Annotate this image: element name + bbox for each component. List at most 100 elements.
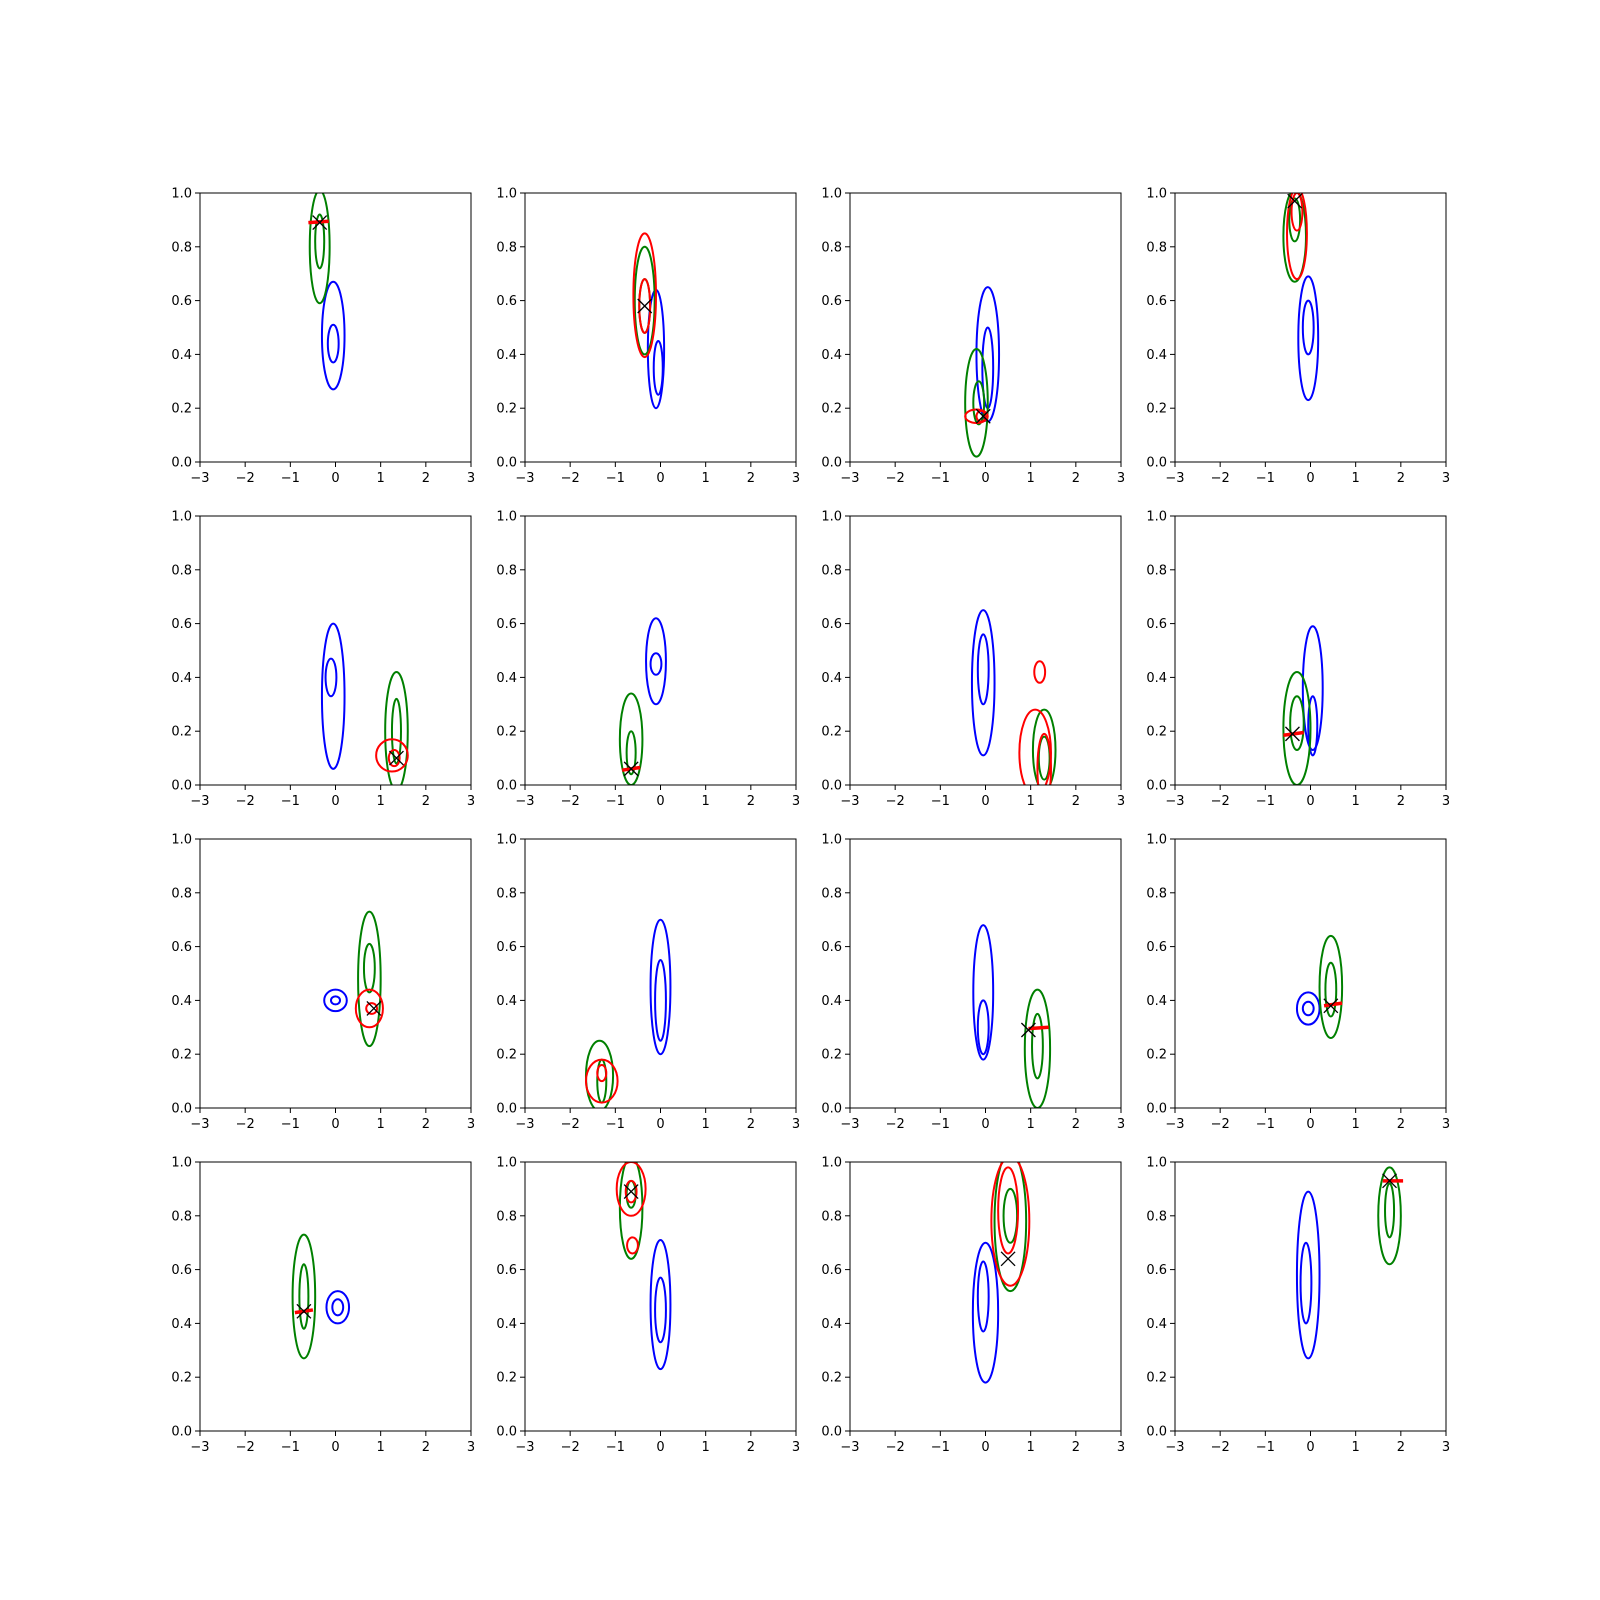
- blue-contour: [654, 959, 667, 1042]
- x-tick-label: 0: [331, 794, 339, 809]
- x-tick-label: −1: [931, 1117, 950, 1132]
- x-tick-label: 0: [656, 1117, 664, 1132]
- x-tick-label: 3: [792, 794, 800, 809]
- green-contour: [964, 348, 989, 458]
- x-tick-label: 2: [747, 1117, 755, 1132]
- green-contour: [633, 245, 656, 356]
- y-tick-label: 0.0: [821, 456, 842, 471]
- green-contour: [314, 213, 326, 270]
- axes-frame: [524, 515, 797, 786]
- y-tick-label: 0.8: [496, 1209, 517, 1224]
- y-tick-label: 0.0: [496, 779, 517, 794]
- x-tick-label: −2: [561, 1440, 580, 1455]
- x-tick-label: −1: [1256, 794, 1275, 809]
- x-marker: [975, 408, 991, 424]
- blue-contour: [326, 323, 340, 364]
- blue-contour: [971, 1241, 1000, 1384]
- y-tick-label: 0.2: [821, 402, 842, 417]
- y-tick-label: 0.6: [1146, 617, 1167, 632]
- y-tick-label: 0.4: [496, 994, 517, 1009]
- x-tick-label: −1: [606, 471, 625, 486]
- red-contour: [975, 409, 987, 423]
- x-tick-label: 0: [331, 1117, 339, 1132]
- y-tick-label: 0.8: [496, 886, 517, 901]
- x-marker: [312, 215, 328, 231]
- x-tick-label: 3: [467, 794, 475, 809]
- x-tick-label: 2: [1397, 794, 1405, 809]
- x-tick-label: 1: [1352, 1440, 1360, 1455]
- y-tick-label: 0.8: [1146, 1209, 1167, 1224]
- axes-frame: [199, 515, 472, 786]
- x-marker: [637, 298, 653, 314]
- x-tick-label: 1: [377, 471, 385, 486]
- x-tick-label: 3: [467, 1440, 475, 1455]
- subplot-10: −3 −2 −1 0 1 2 3 0.0 0.2 0.4 0.6 0.8 1.0: [496, 833, 800, 1133]
- x-tick-label: 1: [702, 1440, 710, 1455]
- x-tick-label: 0: [656, 471, 664, 486]
- x-tick-label: −3: [840, 794, 859, 809]
- x-tick-label: −1: [1256, 1117, 1275, 1132]
- x-tick-label: 2: [1397, 1440, 1405, 1455]
- x-tick-label: 0: [656, 794, 664, 809]
- green-contour: [1384, 1182, 1396, 1239]
- subplot-6: −3 −2 −1 0 1 2 3 0.0 0.2 0.4 0.6 0.8 1.0: [496, 510, 800, 810]
- green-contour: [390, 697, 402, 765]
- x-tick-label: 3: [792, 1117, 800, 1132]
- x-tick-label: 1: [702, 471, 710, 486]
- subplot-12: −3 −2 −1 0 1 2 3 0.0 0.2 0.4 0.6 0.8 1.0: [1146, 833, 1450, 1133]
- y-tick-label: 0.0: [1146, 779, 1167, 794]
- x-tick-label: −3: [1165, 794, 1184, 809]
- plot-area: [632, 232, 666, 410]
- red-contour: [596, 1063, 608, 1083]
- axes-frame: [849, 1161, 1122, 1432]
- x-tick-label: −3: [190, 794, 209, 809]
- axes-frame: [199, 1161, 472, 1432]
- x-tick-label: 2: [1072, 794, 1080, 809]
- y-tick-label: 1.0: [1146, 187, 1167, 202]
- x-tick-label: −2: [886, 1440, 905, 1455]
- y-tick-label: 0.4: [1146, 994, 1167, 1009]
- blue-contour: [320, 280, 346, 391]
- y-tick-label: 1.0: [496, 510, 517, 525]
- x-tick-label: −2: [886, 1117, 905, 1132]
- subplot-8: −3 −2 −1 0 1 2 3 0.0 0.2 0.4 0.6 0.8 1.0: [1146, 510, 1450, 810]
- x-tick-label: 2: [1072, 1440, 1080, 1455]
- x-tick-label: −1: [931, 471, 950, 486]
- plot-area: [291, 1233, 351, 1360]
- x-tick-label: 0: [981, 1440, 989, 1455]
- green-contour: [618, 692, 644, 785]
- green-contour: [298, 1263, 310, 1330]
- x-tick-label: 3: [792, 1440, 800, 1455]
- blue-contour: [652, 339, 664, 396]
- x-tick-label: 0: [656, 1440, 664, 1455]
- x-tick-label: −3: [1165, 1117, 1184, 1132]
- y-tick-label: 0.2: [1146, 402, 1167, 417]
- red-contour: [1286, 193, 1308, 281]
- x-tick-label: 3: [1442, 1117, 1450, 1132]
- x-tick-label: −1: [606, 1117, 625, 1132]
- blue-contour: [1299, 1241, 1313, 1325]
- green-contour: [357, 910, 382, 1048]
- x-tick-label: −1: [281, 471, 300, 486]
- x-marker: [1020, 1022, 1036, 1038]
- x-tick-label: 3: [467, 471, 475, 486]
- x-marker: [623, 761, 639, 777]
- x-tick-label: −3: [515, 471, 534, 486]
- y-tick-label: 0.2: [821, 1371, 842, 1386]
- axes-frame: [524, 1161, 797, 1432]
- x-tick-label: −3: [1165, 1440, 1184, 1455]
- green-contour: [993, 1162, 1028, 1293]
- green-contour: [1037, 735, 1051, 781]
- y-tick-label: 0.4: [171, 348, 192, 363]
- plot-area: [1295, 934, 1344, 1040]
- x-marker: [1323, 998, 1339, 1014]
- x-tick-label: −2: [236, 1440, 255, 1455]
- y-tick-label: 0.4: [496, 348, 517, 363]
- y-tick-label: 0.6: [821, 1263, 842, 1278]
- x-tick-label: 1: [377, 1440, 385, 1455]
- green-contour: [1318, 934, 1344, 1040]
- y-tick-label: 0.4: [821, 994, 842, 1009]
- red-contour: [584, 1058, 619, 1104]
- blue-contour: [325, 1290, 351, 1325]
- x-marker: [1382, 1173, 1398, 1189]
